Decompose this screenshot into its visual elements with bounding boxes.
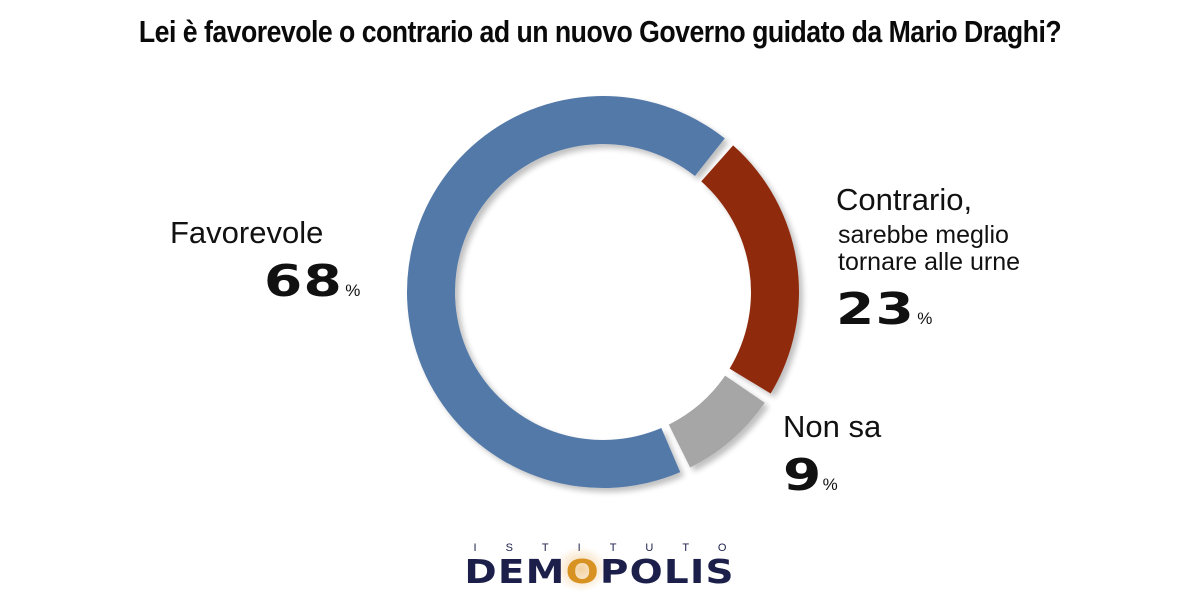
segment-contrario: [701, 145, 799, 394]
segment-favorevole: [407, 95, 725, 488]
logo-text-polis: POLIS: [600, 552, 736, 591]
favorevole-percent-sign: %: [345, 281, 361, 300]
non-sa-percent-sign: %: [822, 475, 838, 494]
logo-istituto: ISTITUTO: [473, 542, 756, 554]
favorevole-label: Favorevole: [170, 215, 324, 250]
chart-title: Lei è favorevole o contrario ad un nuovo…: [138, 14, 1062, 49]
demopolis-logo: ISTITUTO DEMOPOLIS: [0, 542, 1200, 591]
segment-non-sa: [668, 375, 765, 468]
contrario-sub-1: sarebbe meglio: [838, 221, 1009, 249]
logo-o-sun-icon: O: [566, 552, 601, 591]
label-favorevole: Favorevole 68%: [170, 216, 360, 306]
label-contrario: Contrario, sarebbe meglio tornare alle u…: [836, 183, 1020, 334]
favorevole-value: 68: [264, 256, 344, 307]
logo-text-dem: DEM: [464, 552, 567, 591]
non-sa-value: 9: [783, 450, 823, 501]
label-non-sa: Non sa 9%: [783, 410, 881, 500]
contrario-value: 23: [836, 284, 916, 335]
contrario-label: Contrario,: [836, 182, 973, 217]
contrario-sub-2: tornare alle urne: [838, 248, 1021, 276]
logo-demopolis: DEMOPOLIS: [465, 552, 735, 591]
non-sa-label: Non sa: [783, 409, 882, 444]
contrario-percent-sign: %: [917, 309, 933, 328]
